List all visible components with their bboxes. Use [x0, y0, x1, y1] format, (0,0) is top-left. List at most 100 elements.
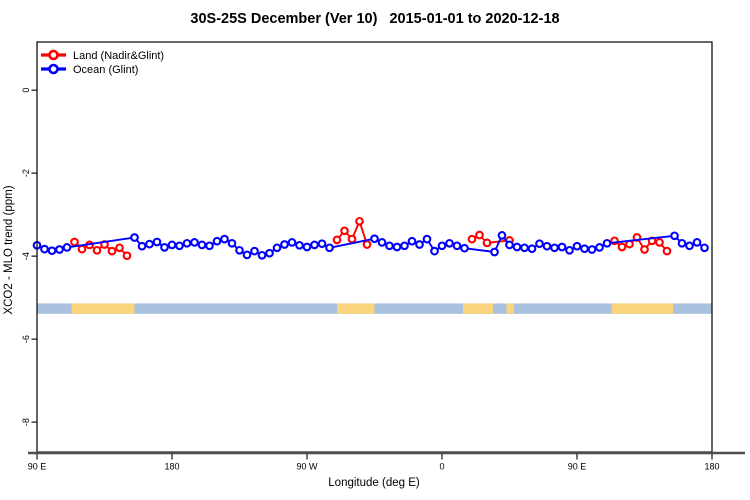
data-point — [415, 240, 424, 249]
data-point — [145, 239, 154, 249]
data-point — [385, 241, 394, 251]
data-point — [557, 242, 567, 252]
data-point — [175, 241, 184, 251]
data-point — [257, 250, 267, 260]
data-point — [107, 246, 117, 256]
y-axis-label: XCO2 - MLO trend (ppm) — [3, 185, 15, 314]
data-point — [370, 234, 379, 244]
data-point — [392, 242, 402, 252]
data-point — [167, 240, 177, 250]
y-tick-label: -6 — [21, 335, 31, 343]
data-point — [430, 246, 439, 256]
data-point — [550, 243, 559, 253]
legend-marker-ocean-icon — [48, 63, 59, 75]
data-point — [317, 239, 327, 249]
x-axis-label: Longitude (deg E) — [328, 477, 420, 489]
legend: Land (Nadir&Glint) Ocean (Glint) — [41, 49, 164, 76]
data-point — [92, 245, 102, 255]
legend-marker-land-icon — [48, 49, 59, 61]
data-point — [422, 234, 432, 244]
data-point — [700, 243, 709, 253]
data-point — [280, 240, 289, 249]
data-point — [130, 233, 139, 242]
data-point — [475, 230, 484, 240]
data-point — [400, 241, 409, 251]
data-point — [55, 245, 64, 254]
band-land-segment — [337, 303, 375, 314]
data-point — [692, 238, 702, 247]
band-land-segment — [463, 303, 493, 314]
y-tick-label: -2 — [21, 169, 31, 177]
data-point — [445, 238, 454, 248]
data-point — [662, 246, 672, 256]
data-point — [340, 226, 349, 236]
band-land-segment — [611, 303, 673, 314]
data-point — [602, 238, 612, 248]
data-point — [587, 245, 597, 254]
data-point — [160, 243, 169, 252]
data-point — [212, 236, 222, 246]
data-point — [670, 231, 679, 241]
data-point — [190, 238, 199, 247]
data-point — [70, 237, 79, 247]
data-point — [302, 242, 312, 252]
data-point — [580, 244, 589, 254]
x-tick-label: 90 E — [568, 462, 587, 472]
y-tick-label: 0 — [21, 88, 31, 93]
data-point — [640, 245, 649, 254]
data-point — [482, 238, 492, 248]
legend-item-land: Land (Nadir&Glint) — [41, 49, 164, 62]
data-point — [655, 238, 664, 247]
chart-title: 30S-25S December (Ver 10) 2015-01-01 to … — [190, 11, 559, 27]
data-point — [377, 238, 387, 247]
data-point — [77, 244, 87, 254]
data-point — [355, 216, 364, 226]
data-point — [137, 241, 147, 251]
data-point — [325, 243, 334, 253]
data-point — [452, 241, 462, 251]
data-point — [227, 238, 237, 248]
y-tick-label: -8 — [21, 418, 31, 426]
data-point — [242, 250, 252, 260]
data-point — [265, 248, 274, 258]
x-tick-label: 90 W — [296, 462, 318, 472]
data-point — [542, 241, 552, 251]
data-point — [535, 239, 544, 249]
data-point — [47, 246, 57, 256]
data-point — [595, 243, 604, 252]
data-point — [310, 240, 319, 250]
data-point — [617, 242, 627, 252]
data-point — [235, 245, 244, 255]
band-land-segment — [506, 303, 514, 314]
data-point — [437, 241, 447, 251]
plot-area: 90 E 180 90 W 0 90 E 180 0 -2 -4 -6 -8 — [21, 41, 745, 472]
data-point — [677, 238, 687, 248]
data-point — [467, 234, 477, 244]
data-point — [520, 243, 529, 253]
y-tick-label: -4 — [21, 252, 31, 260]
data-point — [362, 240, 372, 249]
data-point — [115, 243, 124, 253]
data-point — [40, 244, 49, 254]
data-point — [407, 236, 417, 246]
data-point — [182, 238, 192, 248]
data-point — [332, 235, 342, 245]
data-point — [205, 241, 214, 251]
data-point — [512, 242, 522, 252]
legend-label-ocean: Ocean (Glint) — [73, 64, 138, 76]
x-tick-label: 0 — [439, 462, 444, 472]
data-point — [527, 244, 537, 254]
data-point — [250, 246, 259, 256]
data-point — [62, 243, 72, 252]
data-point — [565, 245, 574, 255]
data-point — [505, 240, 514, 250]
data-point — [490, 247, 499, 257]
legend-item-ocean: Ocean (Glint) — [41, 63, 138, 76]
data-point — [272, 243, 282, 253]
data-point — [197, 240, 207, 250]
data-point — [572, 241, 582, 251]
x-tick-label: 180 — [704, 462, 719, 472]
data-point — [295, 240, 304, 250]
